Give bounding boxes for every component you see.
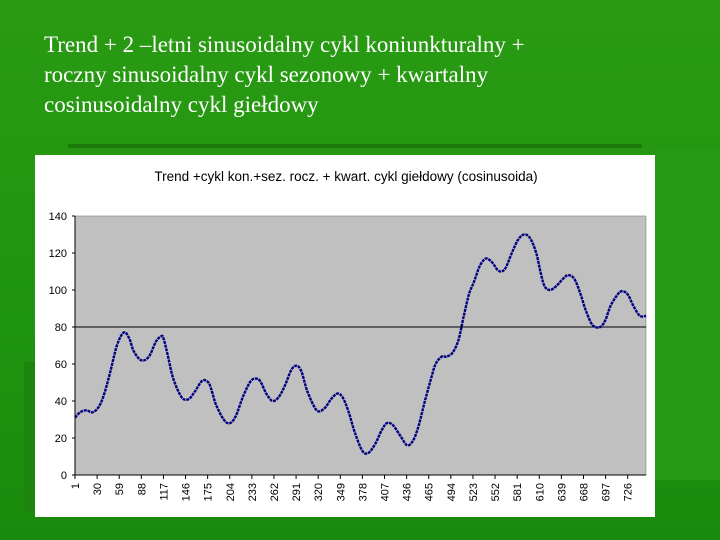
x-tick-label: 88 xyxy=(136,483,148,495)
x-tick-label: 59 xyxy=(114,483,126,495)
x-tick-label: 697 xyxy=(601,483,613,501)
x-tick-label: 117 xyxy=(158,483,170,501)
y-tick-label: 60 xyxy=(55,359,67,371)
x-tick-label: 378 xyxy=(357,483,369,501)
x-tick-label: 610 xyxy=(534,483,546,501)
x-tick-label: 436 xyxy=(402,483,414,501)
x-tick-label: 204 xyxy=(225,483,237,501)
y-tick-label: 140 xyxy=(49,211,67,223)
x-tick-label: 291 xyxy=(291,483,303,501)
x-tick-label: 349 xyxy=(335,483,347,501)
x-tick-label: 639 xyxy=(556,483,568,501)
decorative-bar-top xyxy=(68,144,642,148)
plot-area xyxy=(74,215,647,476)
x-tick-label: 407 xyxy=(380,483,392,501)
decorative-bar-left xyxy=(24,362,36,512)
slide-title: Trend + 2 –letni sinusoidalny cykl koniu… xyxy=(44,30,704,120)
x-tick-label: 262 xyxy=(269,483,281,501)
y-tick-label: 40 xyxy=(55,396,67,408)
y-tick-label: 20 xyxy=(55,433,67,445)
x-tick-label: 175 xyxy=(203,483,215,501)
x-tick-label: 146 xyxy=(181,483,193,501)
chart-title: Trend +cykl kon.+sez. rocz. + kwart. cyk… xyxy=(154,169,537,184)
y-tick-label: 100 xyxy=(49,285,67,297)
line-chart: Trend +cykl kon.+sez. rocz. + kwart. cyk… xyxy=(49,169,647,501)
x-tick-label: 1 xyxy=(70,483,82,489)
slide-title-line: roczny sinusoidalny cykl sezonowy + kwar… xyxy=(44,62,489,87)
y-tick-label: 120 xyxy=(49,248,67,260)
slide-title-line: cosinusoidalny cykl giełdowy xyxy=(44,92,319,117)
x-tick-label: 494 xyxy=(446,483,458,501)
series-line xyxy=(74,233,647,455)
x-tick-label: 552 xyxy=(490,483,502,501)
x-tick-label: 233 xyxy=(247,483,259,501)
slide-title-line: Trend + 2 –letni sinusoidalny cykl koniu… xyxy=(44,32,525,57)
x-axis: 1 30 59 88 117 146 175 204 233 262 291 320 349 378 407… xyxy=(70,474,646,501)
x-tick-label: 465 xyxy=(424,483,436,501)
decorative-block-right xyxy=(655,150,720,480)
y-axis: 0 20 40 60 80 100 120 140 xyxy=(49,211,76,482)
x-tick-label: 30 xyxy=(92,483,104,495)
chart-container: Trend +cykl kon.+sez. rocz. + kwart. cyk… xyxy=(35,155,655,517)
x-tick-label: 581 xyxy=(512,483,524,501)
x-tick-label: 726 xyxy=(623,483,635,501)
y-tick-label: 80 xyxy=(55,322,67,334)
x-tick-label: 320 xyxy=(313,483,325,501)
y-tick-label: 0 xyxy=(61,470,67,482)
x-tick-label: 668 xyxy=(578,483,590,501)
x-tick-label: 523 xyxy=(468,483,480,501)
